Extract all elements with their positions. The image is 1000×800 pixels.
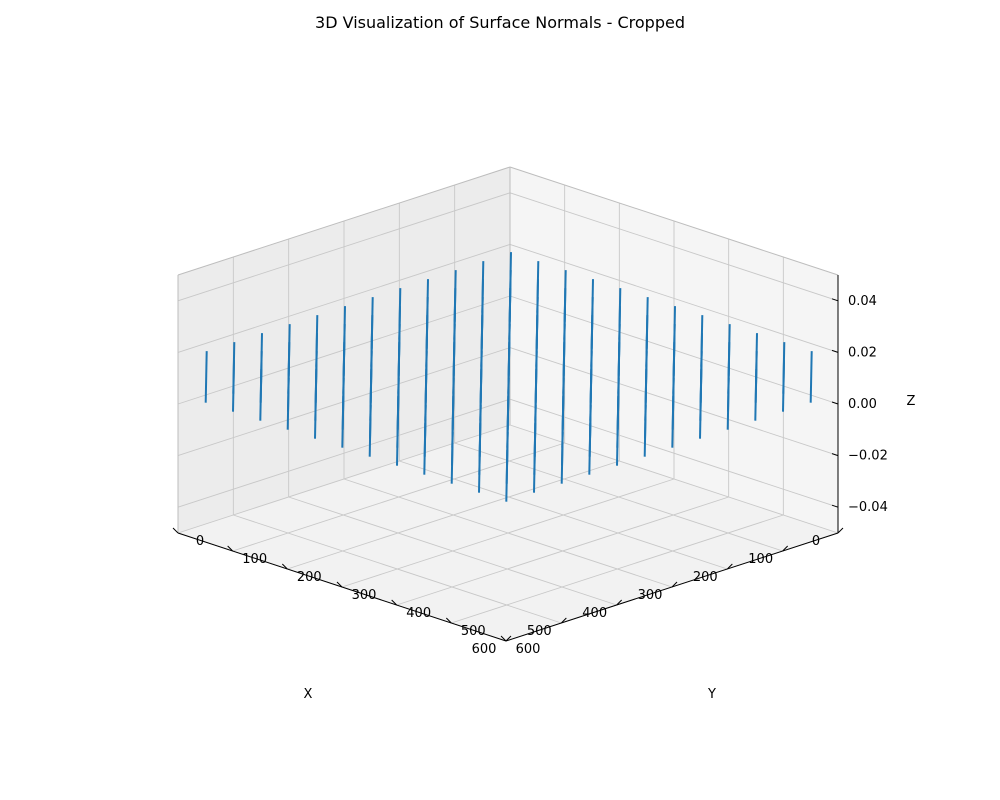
x-tick: [560, 617, 567, 624]
y-tick-label: 600: [516, 642, 541, 657]
normal-vector: [259, 369, 263, 421]
normal-vector: [341, 396, 345, 448]
z-tick: [831, 504, 839, 508]
normal-vector: [754, 369, 758, 421]
grid-line-y-floor: [396, 496, 729, 606]
grid-line-z-left: [177, 192, 511, 302]
grid-line-y-floor: [451, 514, 784, 624]
y-tick-label: 200: [297, 570, 322, 585]
z-axis-label: Z: [907, 394, 916, 409]
normal-vector: [588, 423, 592, 475]
grid-line-y-floor: [232, 442, 565, 552]
y-tick-label: 100: [242, 552, 267, 567]
x-tick-label: 500: [527, 624, 552, 639]
normal-vector: [726, 378, 730, 430]
y-tick: [391, 599, 398, 606]
x-tick: [505, 635, 512, 642]
grid-line-z-right: [509, 192, 839, 302]
normal-vector: [643, 405, 647, 457]
normal-vector: [286, 378, 290, 430]
z-tick-label: 0.04: [848, 294, 877, 309]
z-tick: [831, 453, 839, 457]
z-tick: [831, 349, 839, 353]
x-tick: [726, 563, 733, 570]
y-tick-label: 400: [406, 606, 431, 621]
normal-vector: [809, 351, 813, 403]
x-tick-label: 600: [472, 642, 497, 657]
grid-line-z-left: [177, 243, 511, 353]
chart-title: 3D Visualization of Surface Normals - Cr…: [315, 13, 685, 32]
y-tick-label: 500: [461, 624, 486, 639]
normal-vector: [699, 387, 702, 439]
grid-line-y-floor: [341, 478, 675, 588]
normal-vector: [671, 396, 675, 448]
pane-edge: [509, 166, 839, 276]
grid-line-z-right: [509, 243, 839, 353]
y-tick-label: 0: [196, 534, 204, 549]
y-tick: [281, 563, 288, 570]
normal-vector: [450, 432, 454, 484]
x-tick-label: 100: [748, 552, 773, 567]
z-tick-label: −0.04: [848, 500, 888, 515]
y-axis-label: Y: [707, 687, 716, 702]
x-tick-label: 400: [582, 606, 607, 621]
normal-vector: [396, 414, 399, 466]
normal-vector: [423, 423, 427, 475]
normal-vector: [204, 351, 208, 403]
normal-vector: [560, 432, 564, 484]
axis-ticks: 0 100 200 300 400 500 600 0 100 200 300 400 500 600 −0…: [172, 294, 888, 657]
grid-line-y-floor: [177, 424, 511, 534]
normal-vector: [368, 405, 372, 457]
x-axis-label: X: [304, 687, 313, 702]
x-tick: [782, 545, 789, 552]
normal-vector: [232, 360, 235, 412]
normal-vector: [533, 441, 536, 493]
grid-line-y-floor: [287, 460, 620, 570]
y-tick: [500, 635, 507, 642]
x-tick: [837, 527, 844, 534]
x-tick: [671, 581, 678, 588]
x-tick: [616, 599, 623, 606]
x-tick-label: 300: [638, 588, 663, 603]
normal-vector: [782, 360, 785, 412]
normal-vector: [314, 387, 317, 439]
z-tick-label: 0.02: [848, 345, 877, 360]
grid-line-z-right: [509, 398, 839, 508]
y-tick: [445, 617, 452, 624]
y-tick: [172, 527, 179, 534]
grid-line-z-left: [177, 398, 511, 508]
normal-vector: [616, 414, 619, 466]
y-tick-label: 300: [352, 588, 377, 603]
y-tick: [336, 581, 343, 588]
x-tick-label: 0: [812, 534, 820, 549]
normal-vector: [505, 450, 509, 502]
normal-vector: [478, 441, 481, 493]
z-tick: [831, 401, 839, 405]
z-tick-label: 0.00: [848, 397, 877, 412]
z-tick: [831, 298, 839, 302]
pane-edge: [177, 166, 511, 276]
normal-vectors: [204, 252, 813, 502]
x-tick-label: 200: [693, 570, 718, 585]
z-tick-label: −0.02: [848, 449, 888, 464]
y-tick: [227, 545, 234, 552]
